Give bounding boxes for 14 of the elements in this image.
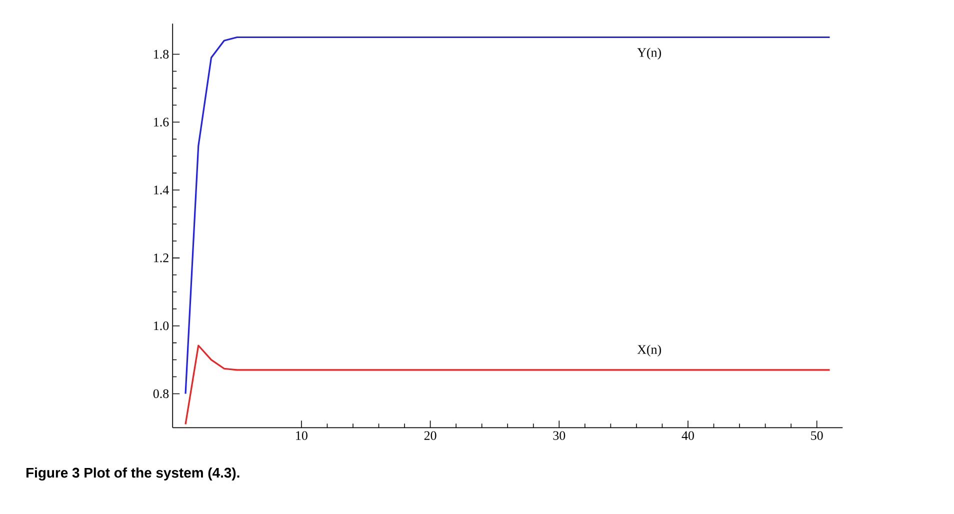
y-tick-label: 1.4 <box>154 186 169 194</box>
x-tick-label: 10 <box>296 431 308 440</box>
y-tick-label: 0.8 <box>153 389 169 398</box>
text: Figure 3 Plot of the system (4.3). <box>26 467 240 481</box>
y-tick-label: 1.6 <box>154 118 169 127</box>
x-tick-label: 20 <box>424 431 436 440</box>
x-tick-label: 50 <box>811 431 823 440</box>
y-tick-label: 1.2 <box>154 254 168 262</box>
y-tick-label: 1.0 <box>154 321 169 330</box>
series-label: Y(n) <box>637 48 661 60</box>
x-tick-label: 40 <box>682 431 694 440</box>
y-tick-label: 1.8 <box>154 50 169 59</box>
x-tick-label: 30 <box>553 431 566 440</box>
series-label: X(n) <box>637 344 661 356</box>
